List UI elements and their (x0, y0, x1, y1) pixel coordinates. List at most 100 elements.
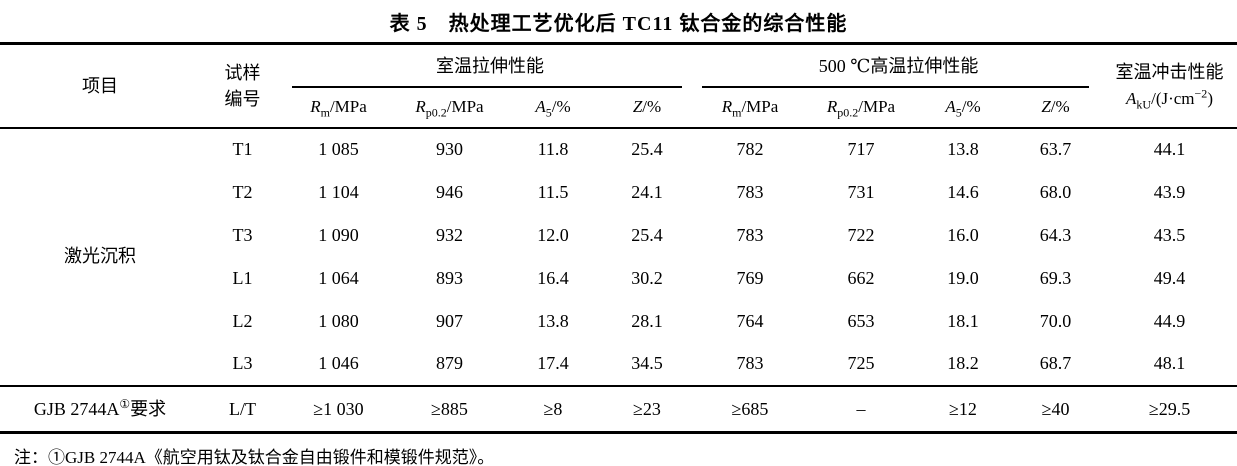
value-cell: 11.8 (537, 139, 569, 160)
project-label: 激光沉积 (64, 246, 136, 267)
value-cell: 731 (847, 181, 875, 202)
value-cell: 930 (436, 139, 463, 160)
value-cell: 43.5 (1153, 224, 1186, 245)
header-project: 项目 (0, 43, 200, 129)
header-sample-line1: 试样 (224, 62, 261, 83)
value-cell: 16.4 (537, 267, 569, 288)
value-cell: 653 (847, 310, 875, 331)
value-cell: 48.1 (1153, 353, 1186, 374)
value-cell: 44.9 (1153, 310, 1186, 331)
value-cell: 18.1 (947, 310, 979, 331)
value-cell: 764 (736, 310, 764, 331)
value-cell: 24.1 (631, 181, 663, 202)
value-cell: 662 (847, 267, 875, 288)
sample-id: L3 (232, 353, 253, 374)
value-cell: 1 085 (318, 139, 359, 160)
value-cell: 782 (736, 139, 764, 160)
value-cell: 932 (436, 224, 463, 245)
data-row-L1: L1 1 064 893 16.4 30.2 769 662 19.0 69.3 49.4 (0, 257, 1237, 300)
value-cell: 70.0 (1039, 310, 1072, 331)
subcol-rt-z: Z/% (599, 87, 695, 129)
value-cell: 725 (847, 353, 875, 374)
requirement-value-cell: ≥29.5 (1102, 384, 1237, 434)
value-cell: 44.1 (1153, 139, 1186, 160)
header-sample-number: 试样 编号 (200, 43, 285, 129)
value-cell: 1 080 (318, 310, 359, 331)
value-cell: 1 104 (318, 181, 359, 202)
sample-id: L1 (232, 267, 253, 288)
header-impact-symbol: AkU/(J·cm−2) (1126, 86, 1213, 112)
value-cell: 43.9 (1153, 181, 1186, 202)
subcol-rt-a5: A5/% (507, 87, 599, 129)
requirement-value-cell: ≥23 (599, 384, 695, 434)
value-cell: 25.4 (631, 139, 663, 160)
value-cell: 12.0 (537, 224, 569, 245)
value-cell: 14.6 (947, 181, 979, 202)
subcol-ht-rp02: Rp0.2/MPa (805, 87, 917, 129)
value-cell: 63.7 (1039, 139, 1072, 160)
header-sample-line2: 编号 (224, 88, 261, 109)
data-row-L2: L2 1 080 907 13.8 28.1 764 653 18.1 70.0 44.9 (0, 300, 1237, 343)
properties-table: 项目 试样 编号 室温拉伸性能 500 ℃高温拉伸性能 室温冲击性能 AkU/(… (0, 42, 1237, 434)
value-cell: 879 (436, 353, 463, 374)
requirement-row: GJB 2744A①要求 L/T ≥1 030 ≥885 ≥8 ≥23 ≥685– ≥12… (0, 384, 1237, 434)
header-impact-line1: 室温冲击性能 (1115, 62, 1224, 83)
value-cell: 18.2 (947, 353, 979, 374)
value-cell: 893 (436, 267, 463, 288)
value-cell: 13.8 (537, 310, 569, 331)
value-cell: 783 (736, 353, 764, 374)
value-cell: 13.8 (947, 139, 979, 160)
data-row-T1: 激光沉积 T1 1 085 930 11.8 25.4 782 717 13.8 63.7 44.1 (0, 128, 1237, 266)
requirement-label: GJB 2744A①要求 (0, 384, 200, 434)
value-cell: 783 (736, 224, 764, 245)
subcol-rt-rp02: Rp0.2/MPa (392, 87, 507, 129)
data-row-T3: T3 1 090 932 12.0 25.4 783 722 16.0 64.3 43.5 (0, 214, 1237, 257)
requirement-value-cell: – (805, 384, 917, 434)
value-cell: 16.0 (947, 224, 979, 245)
data-row-L3: L3 1 046 879 17.4 34.5 783 725 18.2 68.7 48.1 (0, 343, 1237, 386)
header-group-high-temp-tensile: 500 ℃高温拉伸性能 (695, 44, 1102, 88)
requirement-value-cell: ≥1 030 (285, 384, 392, 434)
value-cell: 49.4 (1153, 267, 1186, 288)
value-cell: 34.5 (631, 353, 663, 374)
requirement-value-cell: ≥40 (1009, 384, 1103, 434)
requirement-value-cell: ≥685 (695, 384, 805, 434)
requirement-value-cell: ≥12 (917, 384, 1009, 434)
subcol-rt-rm: Rm/MPa (285, 87, 392, 129)
subcol-ht-a5: A5/% (917, 87, 1009, 129)
value-cell: 722 (847, 224, 875, 245)
value-cell: 783 (736, 181, 764, 202)
value-cell: 64.3 (1039, 224, 1072, 245)
value-cell: 769 (736, 267, 764, 288)
value-cell: 1 046 (318, 353, 359, 374)
value-cell: 68.7 (1039, 353, 1072, 374)
sample-id: T2 (232, 181, 253, 202)
value-cell: 25.4 (631, 224, 663, 245)
value-cell: 17.4 (537, 353, 569, 374)
requirement-sample: L/T (200, 384, 285, 434)
header-impact: 室温冲击性能 AkU/(J·cm−2) (1102, 43, 1237, 129)
footnote: 注：①GJB 2744A《航空用钛及钛合金自由锻件和模锻件规范》。 (14, 448, 495, 466)
value-cell: 68.0 (1039, 181, 1072, 202)
sample-id: L2 (232, 310, 253, 331)
header-group-row: 项目 试样 编号 室温拉伸性能 500 ℃高温拉伸性能 室温冲击性能 AkU/(… (0, 43, 1237, 129)
value-cell: 11.5 (537, 181, 569, 202)
sample-id: T3 (232, 224, 253, 245)
value-cell: 30.2 (631, 267, 663, 288)
data-row-T2: T2 1 104 946 11.5 24.1 783 731 14.6 68.0 43.9 (0, 171, 1237, 214)
value-cell: 69.3 (1039, 267, 1072, 288)
value-cell: 946 (436, 181, 463, 202)
requirement-value-cell: ≥8 (507, 384, 599, 434)
header-group-room-tensile: 室温拉伸性能 (285, 44, 695, 88)
value-cell: 1 064 (318, 267, 359, 288)
table-title: 表 5 热处理工艺优化后 TC11 钛合金的综合性能 (389, 13, 848, 35)
requirement-value-cell: ≥885 (392, 384, 507, 434)
subcol-ht-z: Z/% (1009, 87, 1103, 129)
value-cell: 1 090 (318, 224, 359, 245)
value-cell: 19.0 (947, 267, 979, 288)
table-header: 项目 试样 编号 室温拉伸性能 500 ℃高温拉伸性能 室温冲击性能 AkU/(… (0, 43, 1237, 129)
header-subcol-row: Rm/MPa Rp0.2/MPa A5/% Z/% Rm/MPa Rp0.2/MPa A5/… (0, 87, 1237, 129)
value-cell: 28.1 (631, 310, 663, 331)
sample-id: T1 (232, 139, 253, 160)
